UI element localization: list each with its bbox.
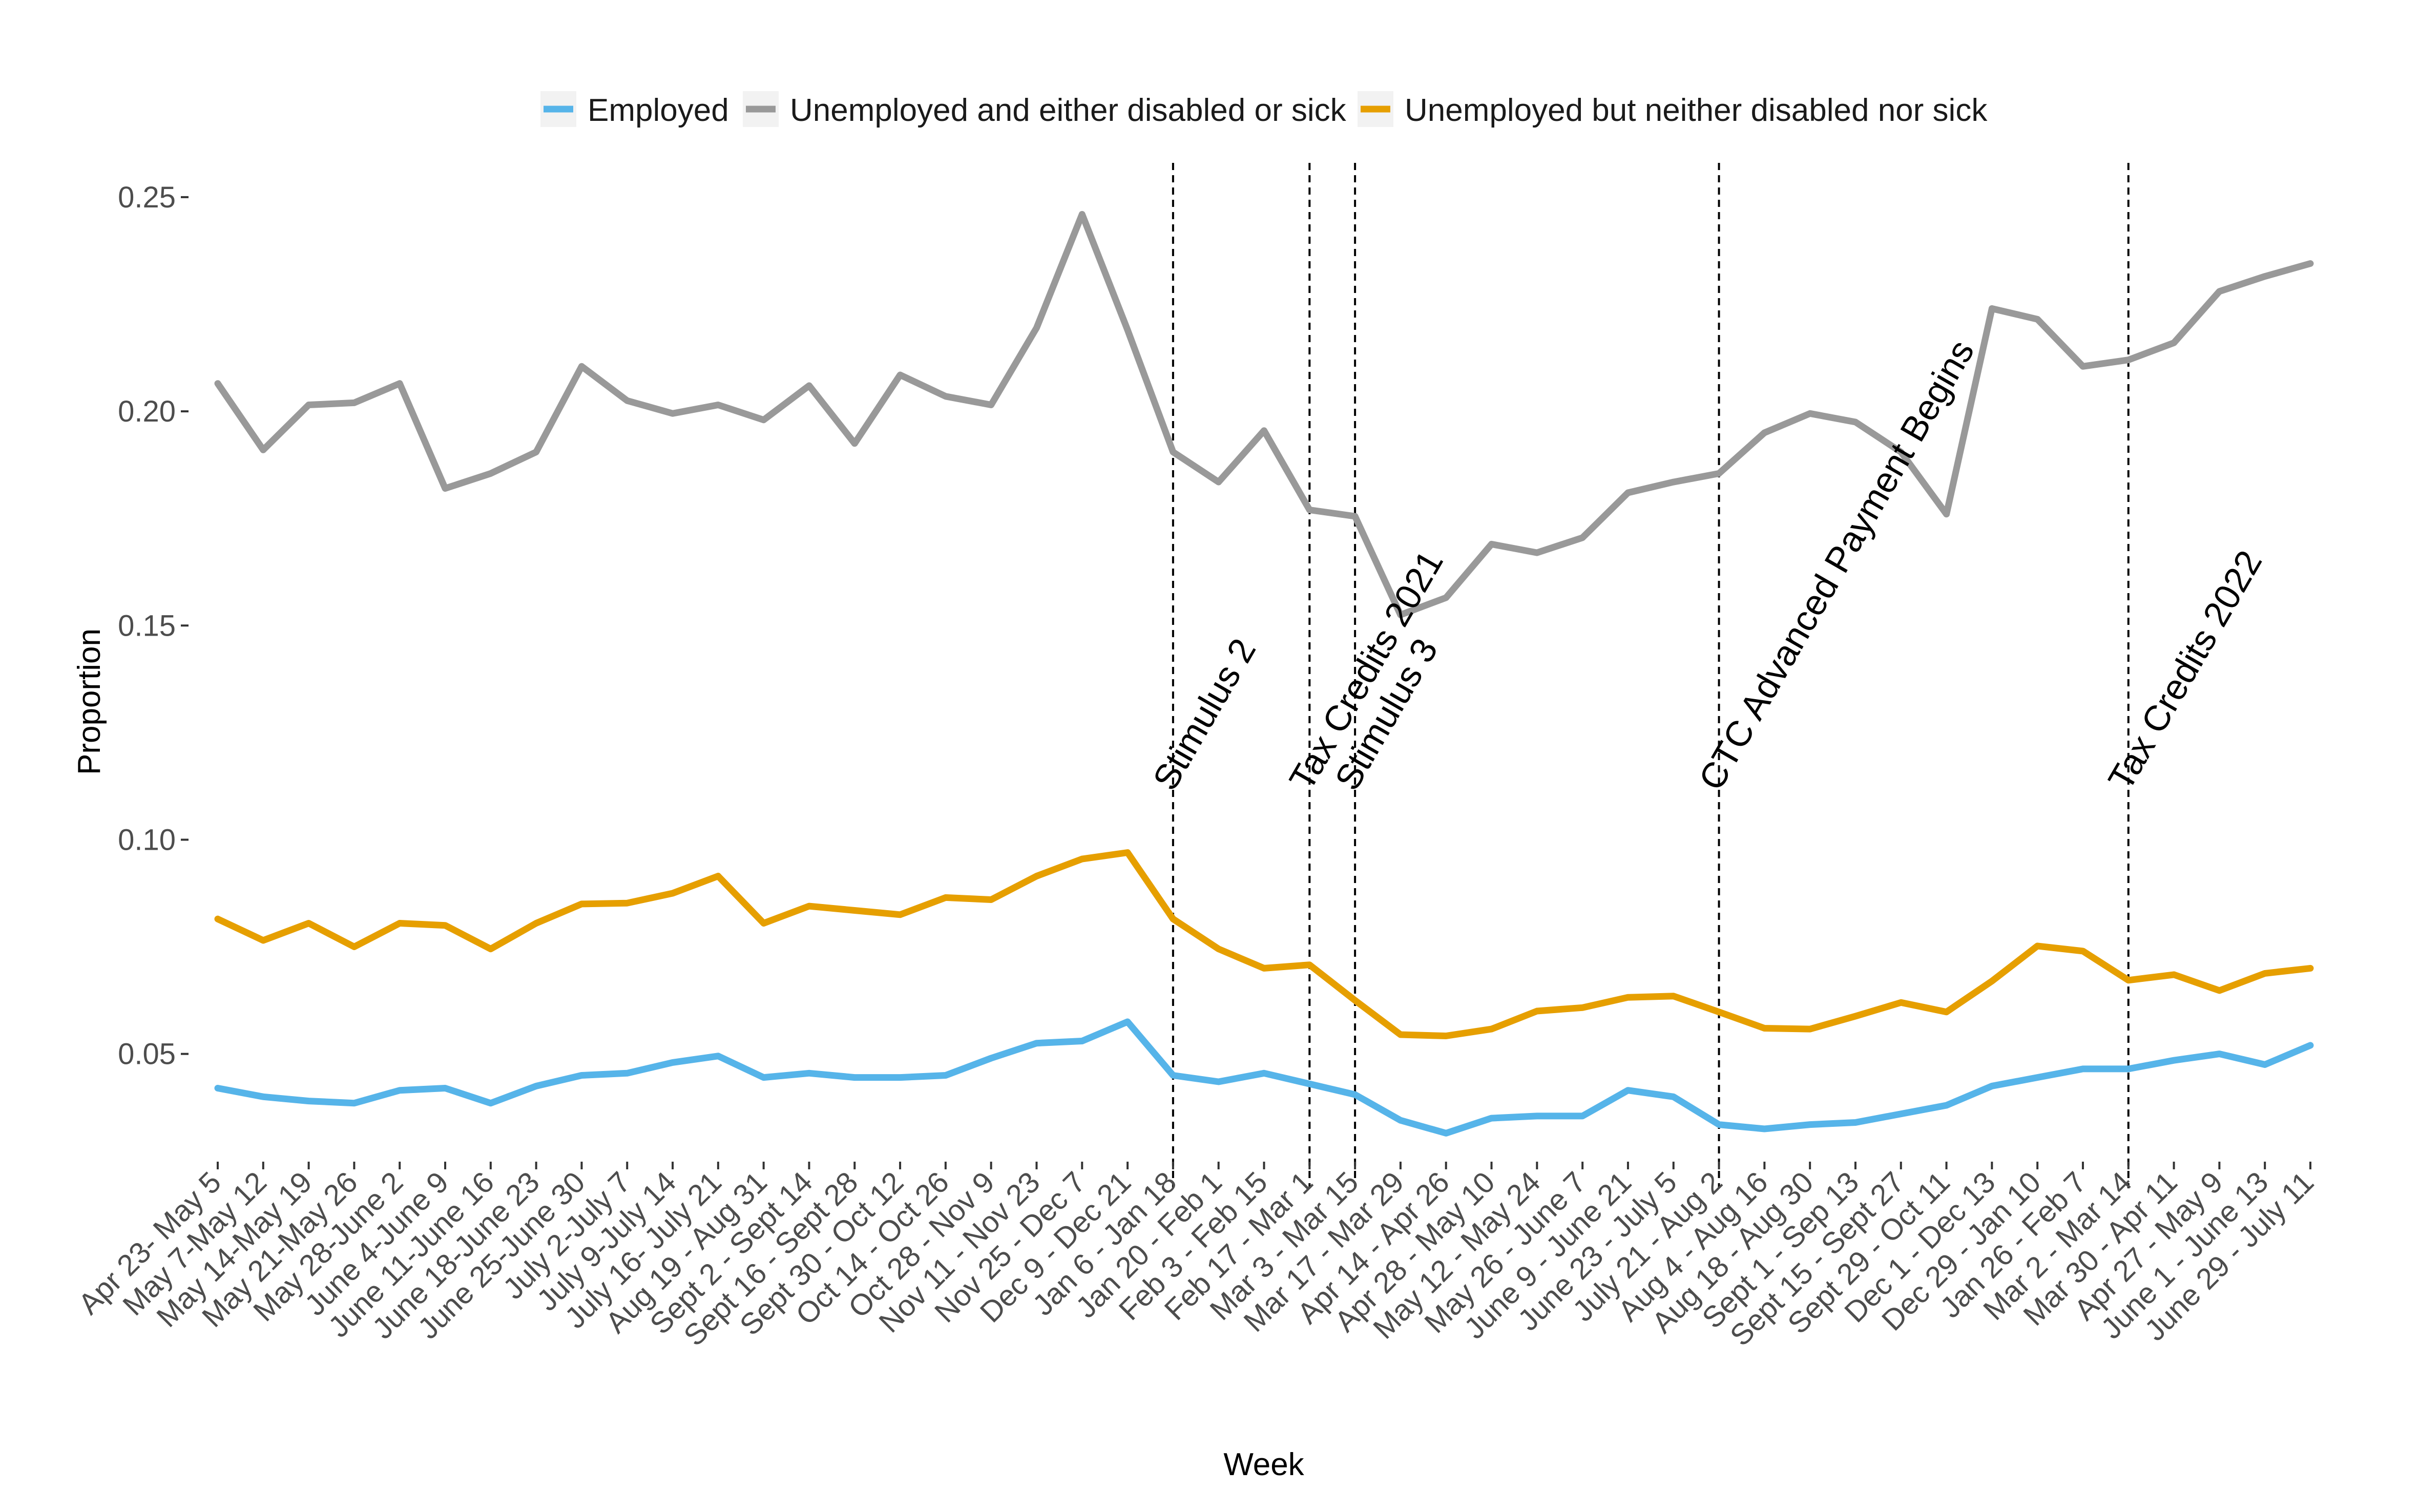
annotation-label: Tax Credits 2022: [2100, 544, 2269, 797]
y-tick-label: 0.25: [118, 181, 176, 214]
y-axis-title: Proportion: [72, 628, 107, 775]
x-axis-title: Week: [1223, 1447, 1304, 1482]
y-tick-label: 0.10: [118, 823, 176, 856]
legend-label: Unemployed and either disabled or sick: [790, 93, 1347, 128]
legend-label: Employed: [588, 93, 729, 128]
y-axis: 0.05 0.10 0.15 0.20 0.25: [118, 181, 189, 1071]
legend: Employed Unemployed and either disabled o…: [540, 91, 1988, 128]
annotation-lines: [1172, 163, 2130, 1188]
annotation-label: Stimulus 2: [1145, 632, 1263, 796]
y-tick-label: 0.20: [118, 395, 176, 428]
y-tick-label: 0.15: [118, 609, 176, 642]
y-tick-label: 0.05: [118, 1038, 176, 1071]
legend-label: Unemployed but neither disabled nor sick: [1405, 93, 1988, 128]
series-line: [214, 211, 2314, 618]
series-line: [214, 1018, 2314, 1137]
series-line: [214, 849, 2314, 1039]
series-lines: [214, 211, 2314, 1137]
annotation-label: CTC Advanced Payment Begins: [1691, 333, 1982, 797]
